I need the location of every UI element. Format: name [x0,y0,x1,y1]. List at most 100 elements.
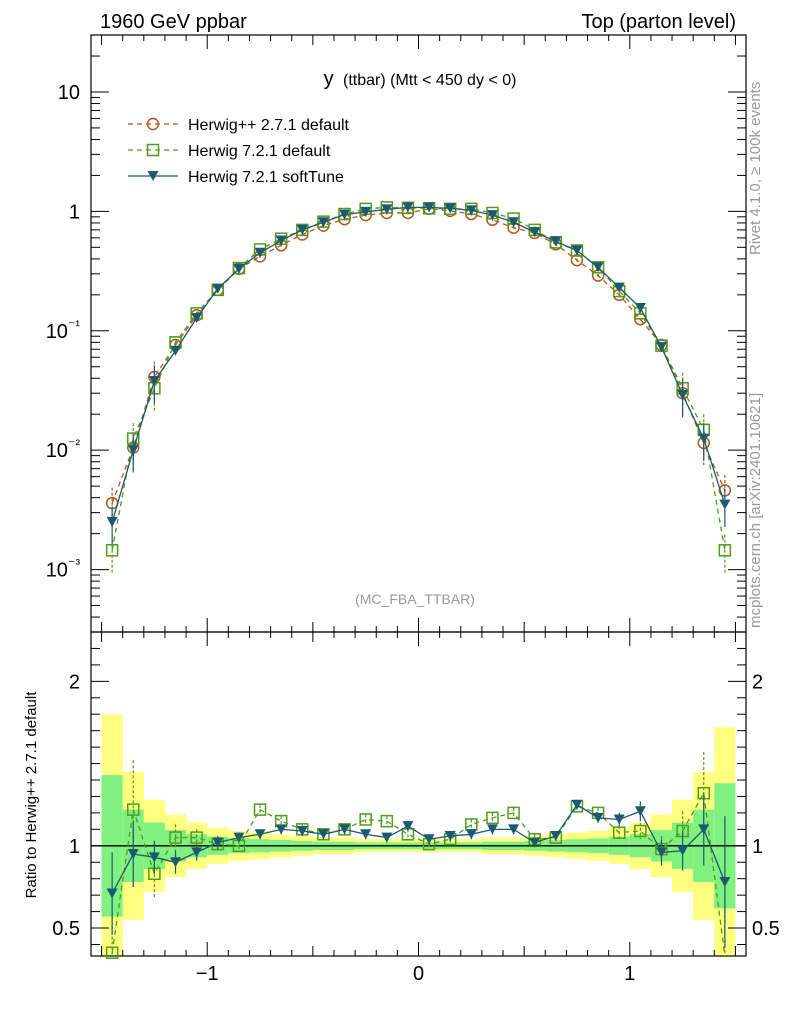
ratio-line-0 [111,791,726,957]
data-point [296,223,309,237]
legend-label-herwigpp: Herwig++ 2.7.1 default [188,117,350,134]
ratio-y-tick-label: 1 [69,836,80,858]
ratio-y-tick-label: 2 [69,671,80,693]
legend-entry-herwig721: Herwig 7.2.1 default [128,143,331,160]
ratio-panel: −1 0 1 0.5 0.5 1 1 2 2 [52,631,780,985]
data-point [212,283,224,294]
ratio-point [360,829,372,840]
data-point [317,217,329,228]
ratio-y-tick-label-right: 1 [752,836,763,858]
ratio-y-tick-label-right: 2 [752,671,763,693]
legend-entry-herwigpp: Herwig++ 2.7.1 default [128,117,350,134]
data-point [339,209,351,220]
ratio-point [592,812,604,823]
ratio-point [106,888,118,899]
ratio-point [105,946,119,959]
ratio-point [254,829,266,840]
ratio-y-tick-label: 0.5 [52,918,80,940]
y-tick-label: 10⁻² [46,436,81,462]
data-point [423,202,435,213]
ratio-point [634,806,646,817]
legend-label-herwig721: Herwig 7.2.1 default [188,143,331,160]
ratio-point [127,803,140,816]
data-point [655,342,667,353]
x-tick-label: 0 [413,963,424,985]
ratio-point [296,826,308,837]
ratio-point [613,814,625,825]
ratio-point [191,847,203,858]
ratio-point [169,831,182,844]
ratio-point [317,828,330,841]
ratio-point [317,829,329,840]
data-point [381,204,393,215]
ratio-point [444,830,456,841]
ratio-point [612,826,626,839]
ratio-point [190,831,203,844]
ratio-point [634,824,647,838]
legend-marker-herwig721 [146,143,160,157]
legend-label-softtune: Herwig 7.2.1 softTune [188,169,344,186]
data-point [275,235,287,246]
ratio-point [359,813,372,826]
ratio-point [486,811,499,825]
ratio-y-tick-label-right: 0.5 [752,918,780,940]
data-point [106,517,118,528]
ratio-frame [90,631,747,957]
data-point [718,544,732,557]
ratio-point [148,852,160,863]
plot-title-sub: (ttbar) (Mtt < 450 dy < 0) [343,72,516,89]
ratio-point [339,824,351,835]
ratio-point [381,832,393,843]
data-point [719,499,731,510]
data-point [550,236,562,247]
ratio-point [127,849,139,860]
ratio-point [698,824,710,835]
ratio-point [507,806,520,820]
legend-entry-softtune: Herwig 7.2.1 softTune [128,169,344,186]
ratio-point [338,823,351,836]
ratio-point [212,837,224,848]
main-panel: 10 1 10⁻¹ 10⁻² 10⁻³ [46,34,747,646]
ratio-line-1 [111,803,726,894]
data-point [571,245,583,256]
y-tick-label: 1 [69,201,80,223]
data-point [508,217,520,228]
ratio-point [233,832,245,843]
data-point [591,261,605,274]
data-point [254,247,266,258]
ratio-point [571,799,583,810]
x-tick-label: −1 [196,963,219,985]
data-point [233,263,245,274]
y-tick-label: 10 [58,82,80,104]
data-point [529,227,541,238]
header-right: Top (parton level) [581,11,736,33]
watermark: (MC_FBA_TTBAR) [355,591,475,607]
series-line-0 [111,208,726,504]
ratio-ylabel: Ratio to Herwig++ 2.7.1 default [23,691,40,899]
ratio-point [170,857,182,868]
ratio-point [719,876,731,887]
data-point [613,282,625,293]
data-point [677,389,689,400]
data-point [634,303,646,314]
ratio-point [655,847,667,858]
data-point [698,433,710,444]
ratio-point [402,821,414,832]
ratio-point [380,814,394,828]
data-point [402,202,414,213]
data-point [592,262,604,273]
header-left: 1960 GeV ppbar [100,11,247,33]
legend: Herwig++ 2.7.1 default Herwig 7.2.1 defa… [128,117,350,186]
legend-marker-softtune [147,171,159,181]
series-line-1 [111,206,726,551]
plot-title-main: y [324,68,334,90]
ratio-point [550,830,562,841]
x-tick-label: 1 [624,963,635,985]
ratio-point [508,824,520,835]
rivet-label: Rivet 4.1.0, ≥ 100k events [747,82,764,255]
ratio-point [253,803,267,816]
data-point [570,244,584,257]
mcplots-label: mcplots.cern.ch [arXiv:2401.10621] [747,393,764,628]
data-point [105,544,119,557]
data-point [127,445,139,456]
